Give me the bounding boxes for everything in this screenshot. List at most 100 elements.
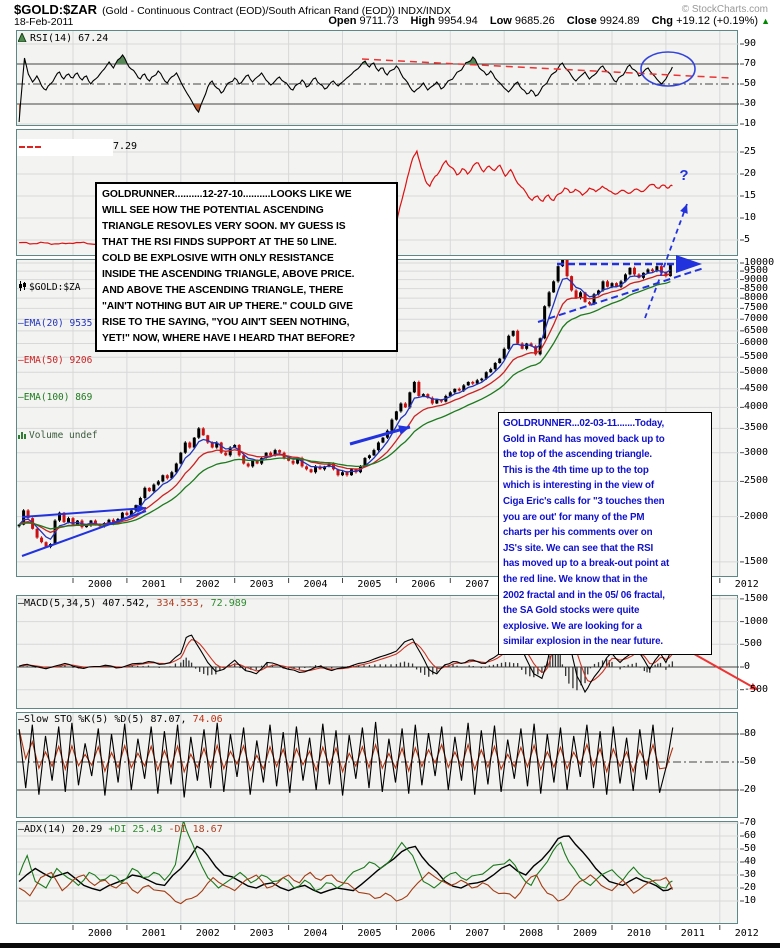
- annotation-line: COLD BE EXPLOSIVE WITH ONLY RESISTANCE: [102, 253, 334, 264]
- y-axis-tick: 7500: [744, 302, 769, 314]
- x-axis-year: 2007: [465, 579, 490, 590]
- y-axis-tick: 0: [744, 661, 751, 672]
- x-axis-year: 2004: [303, 579, 328, 590]
- annotation-line: the top of the ascending triangle.: [503, 449, 652, 461]
- y-axis-tick: 4500: [744, 382, 769, 394]
- y-axis-tick: 40: [744, 856, 757, 867]
- y-axis-tick: 20: [744, 784, 757, 795]
- annotation-line: "AIN'T NOTHING BUT AIR UP THERE." COULD …: [102, 301, 353, 312]
- ratio-legend-mark: [19, 146, 41, 148]
- x-axis-year: 2002: [195, 579, 220, 590]
- y-axis-tick: 2000: [744, 510, 769, 522]
- y-axis-tick: 10: [744, 118, 757, 129]
- annotation-line: WILL SEE HOW THE POTENTIAL ASCENDING: [102, 205, 324, 216]
- annotation-line: charts per his comments over on: [503, 527, 653, 539]
- rsi-label: RSI(14) 67.24: [17, 31, 109, 45]
- x-axis-year: 2008: [519, 928, 544, 939]
- annotation-line: GOLDRUNNER..........12-27-10..........LO…: [102, 189, 352, 200]
- y-axis-tick: 5500: [744, 351, 769, 363]
- annotation-line: 2002 fractal and in the 05/ 06 fractal,: [503, 589, 665, 601]
- open-value: 9711.73: [359, 15, 399, 27]
- indicator-chart-icon: [17, 31, 28, 45]
- rsi-label-text: RSI(14) 67.24: [30, 33, 109, 44]
- y-axis-tick: 7000: [744, 313, 769, 325]
- x-axis-year: 2010: [626, 928, 651, 939]
- ohlc-readout: Open 9711.73 High 9954.94 Low 9685.26 Cl…: [319, 15, 770, 27]
- annotation-box-goldrunner-020311: GOLDRUNNER...02-03-11.......Today, Gold i…: [498, 412, 712, 655]
- chart-header: $GOLD:$ZAR (Gold - Continuous Contract (…: [14, 2, 451, 17]
- x-axis-year: 2000: [87, 579, 112, 590]
- adx-plus-di-value: +DI 25.43: [102, 824, 163, 835]
- stockcharts-copyright-link[interactable]: © StockCharts.com: [681, 4, 768, 15]
- y-axis-tick: 3000: [744, 446, 769, 458]
- ratio-label-whitebox: [17, 139, 113, 156]
- y-axis-tick: 60: [744, 830, 757, 841]
- change-up-icon: ▲: [761, 16, 770, 26]
- open-label: Open: [328, 15, 357, 27]
- y-axis-tick: 5000: [744, 366, 769, 378]
- y-axis-tick: 3500: [744, 422, 769, 434]
- rsi-panel: [16, 30, 738, 126]
- y-axis-tick: 20: [744, 882, 757, 893]
- sto-d-value: 74.06: [186, 714, 223, 725]
- x-axis-year: 2003: [249, 928, 274, 939]
- adx-label: —ADX(14) 20.29 +DI 25.43 -DI 18.67: [18, 824, 223, 835]
- volume-bars-icon: [18, 431, 27, 443]
- x-axis-year: 2000: [87, 928, 112, 939]
- close-value: 9924.89: [599, 15, 640, 27]
- y-axis-tick: 10: [744, 895, 757, 906]
- annotation-line: RISE TO THE SAYING, "YOU AIN'T SEEN NOTH…: [102, 317, 350, 328]
- annotation-line: similar explosion in the near future.: [503, 636, 663, 648]
- y-axis-tick: -500: [744, 683, 769, 695]
- annotation-line: GOLDRUNNER...02-03-11.......Today,: [503, 418, 665, 429]
- high-value: 9954.94: [438, 15, 478, 27]
- adx-label-text: —ADX(14) 20.29: [18, 824, 103, 835]
- high-label: High: [410, 15, 435, 27]
- adx-panel: [16, 821, 738, 924]
- x-axis-year: 2012: [734, 928, 759, 939]
- x-axis-year: 2004: [303, 928, 328, 939]
- x-axis-year: 2005: [357, 928, 382, 939]
- change-value: +19.12 (+0.19%): [676, 15, 759, 27]
- annotation-line: the SA Gold stocks were quite: [503, 605, 640, 617]
- y-axis-tick: 25: [744, 146, 757, 157]
- ratio-value-label: 7.29: [113, 141, 138, 152]
- ticker-description: (Gold - Continuous Contract (EOD)/South …: [102, 5, 452, 17]
- x-axis-year: 2003: [249, 579, 274, 590]
- macd-signal-value: 334.553,: [150, 598, 205, 609]
- annotation-line: TRIANGLE RESOVLES VERY SOON. MY GUESS IS: [102, 221, 346, 232]
- y-axis-tick: 10000: [744, 257, 775, 268]
- x-axis-year: 2005: [357, 579, 382, 590]
- bottom-bar: [0, 943, 780, 948]
- macd-label-text: —MACD(5,34,5) 407.542,: [18, 598, 151, 609]
- x-axis-year: 2001: [141, 928, 166, 939]
- y-axis-tick: 1500: [744, 592, 769, 604]
- low-label: Low: [489, 15, 512, 27]
- adx-minus-di-value: -DI 18.67: [162, 824, 223, 835]
- y-axis-tick: 90: [744, 38, 757, 49]
- y-axis-tick: 4000: [744, 401, 769, 413]
- legend-ema20: —EMA(20) 9535: [18, 318, 93, 330]
- y-axis-tick: 30: [744, 869, 757, 880]
- y-axis-tick: 500: [744, 638, 763, 650]
- low-value: 9685.26: [514, 15, 555, 27]
- macd-hist-value: 72.989: [204, 598, 247, 609]
- annotation-line: which is interesting in the view of: [503, 480, 654, 492]
- y-axis-tick: 5: [744, 234, 751, 245]
- y-axis-tick: 2500: [744, 475, 769, 487]
- annotation-line: THAT THE RSI FINDS SUPPORT AT THE 50 LIN…: [102, 237, 337, 248]
- y-axis-tick: 30: [744, 98, 757, 109]
- legend-volume: Volume undef: [29, 429, 98, 441]
- annotation-line: AND ABOVE THE ASCENDING TRIANGLE, THERE: [102, 285, 344, 296]
- annotation-line: explosive. We are looking for a: [503, 620, 642, 632]
- stochastics-label: —Slow STO %K(5) %D(5) 87.07, 74.06: [18, 714, 223, 725]
- y-axis-tick: 6000: [744, 337, 769, 349]
- x-axis-year: 2001: [141, 579, 166, 590]
- macd-label: —MACD(5,34,5) 407.542, 334.553, 72.989: [18, 598, 247, 609]
- x-axis-year: 2012: [734, 579, 759, 590]
- annotation-line: YET!" NOW, WHERE HAVE I HEARD THAT BEFOR…: [102, 333, 356, 344]
- y-axis-tick: 10: [744, 212, 757, 223]
- y-axis-tick: 20: [744, 168, 757, 179]
- y-axis-tick: 80: [744, 728, 757, 739]
